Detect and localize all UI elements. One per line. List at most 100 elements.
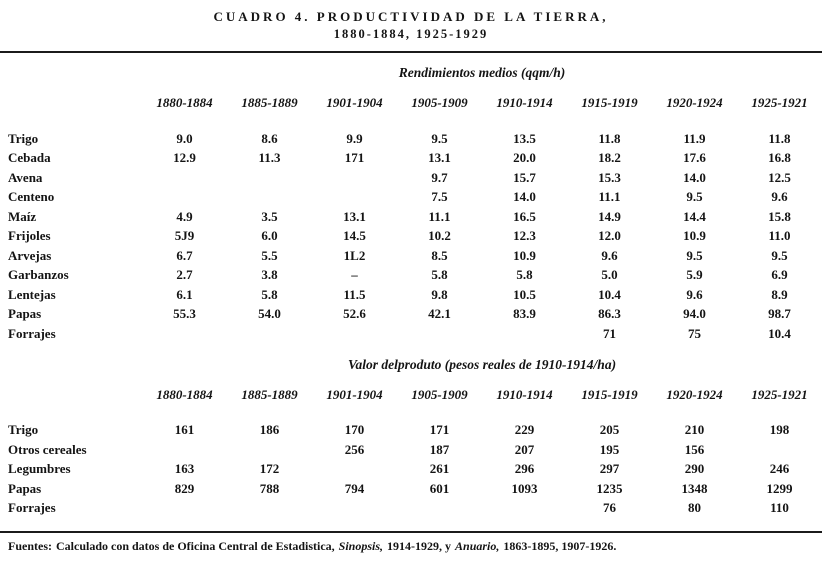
cell: 6.7: [176, 247, 193, 263]
cell: 20.0: [513, 150, 536, 166]
cell: [227, 499, 312, 519]
cell: 11.1: [598, 189, 621, 205]
cell: 156: [684, 441, 705, 457]
cell: 18.2: [598, 150, 621, 166]
table-title-line2: 1880-1884, 1925-1929: [333, 27, 489, 41]
column-header: 1885-1889: [241, 386, 298, 402]
cell: 15.8: [768, 208, 791, 224]
column-header: 1901-1904: [326, 95, 383, 110]
cell: 601: [429, 480, 450, 496]
horizontal-rule-top: [0, 51, 822, 53]
cell: 17.6: [683, 150, 706, 166]
cell: 195: [599, 441, 620, 457]
cell: [312, 460, 397, 480]
cell: 163: [174, 461, 195, 477]
sources-text-2: 1914-1929, y: [387, 539, 452, 553]
sources-note: Fuentes: Calculado con datos de Oficina C…: [0, 531, 822, 554]
column-header: 1905-1909: [411, 386, 468, 402]
row-label: Otros cereales: [8, 441, 87, 457]
row-label: Cebada: [8, 150, 51, 166]
cell: [482, 499, 567, 519]
row-label: Arvejas: [8, 247, 52, 263]
cell: 12.0: [598, 228, 621, 244]
cell: 9.8: [431, 286, 448, 302]
table-row: Papas 829 788 794 601 1093 1235 1348 1299: [0, 479, 822, 499]
cell: 205: [599, 422, 620, 438]
cell: 3.5: [261, 208, 278, 224]
cell: 5.8: [261, 286, 278, 302]
cell: 9.6: [686, 286, 703, 302]
row-label: Papas: [8, 306, 42, 322]
cell: 42.1: [428, 306, 451, 322]
column-header: 1925-1921: [751, 95, 808, 110]
cell: 86.3: [598, 306, 621, 322]
cell: 54.0: [258, 306, 281, 322]
cell: –: [351, 267, 358, 283]
cell: 14.0: [683, 169, 706, 185]
cell: 5.0: [601, 267, 618, 283]
cell: 1093: [511, 480, 538, 496]
cell: 3.8: [261, 267, 278, 283]
cell: 794: [344, 480, 365, 496]
row-label: Papas: [8, 480, 42, 496]
cell: 171: [344, 150, 365, 166]
cell: 161: [174, 422, 195, 438]
cell: [142, 499, 227, 519]
row-label-header: [0, 373, 142, 421]
table-row: Trigo 9.0 8.6 9.9 9.5 13.5 11.8 11.9 11.8: [0, 129, 822, 149]
cell: 207: [514, 441, 535, 457]
column-header: 1920-1924: [666, 386, 723, 402]
cell: 16.5: [513, 208, 536, 224]
cell: 829: [174, 480, 195, 496]
row-label: Trigo: [8, 130, 39, 146]
cell: [397, 324, 482, 344]
cell: 13.1: [343, 208, 366, 224]
cell: 290: [684, 461, 705, 477]
cell: 11.8: [598, 130, 621, 146]
cell: [312, 188, 397, 208]
cell: 15.3: [598, 169, 621, 185]
cell: 1L2: [343, 247, 366, 263]
table-row: Centeno 7.5 14.0 11.1 9.5 9.6: [0, 188, 822, 208]
cell: 52.6: [343, 306, 366, 322]
cell: 7.5: [431, 189, 448, 205]
cell: 9.5: [686, 189, 703, 205]
row-label: Forrajes: [8, 325, 56, 341]
cell: 6.9: [771, 267, 788, 283]
cell: [142, 188, 227, 208]
row-label: Legumbres: [8, 461, 71, 477]
cell: 296: [514, 461, 535, 477]
cell: 12.3: [513, 228, 536, 244]
cell: 14.0: [513, 189, 536, 205]
cell: 5.8: [431, 267, 448, 283]
cell: [312, 168, 397, 188]
cell: 198: [769, 422, 790, 438]
cell: 5.8: [516, 267, 533, 283]
cell: 76: [603, 500, 616, 516]
cell: 8.9: [771, 286, 788, 302]
row-label: Garbanzos: [8, 267, 69, 283]
cell: [737, 440, 822, 460]
table-row: Cebada 12.9 11.3 171 13.1 20.0 18.2 17.6 16.8: [0, 149, 822, 169]
cell: 9.6: [601, 247, 618, 263]
table-row: Frijoles 5J9 6.0 14.5 10.2 12.3 12.0 10.9 11.0: [0, 227, 822, 247]
table-title-line1: CUADRO 4. PRODUCTIVIDAD DE LA TIERRA,: [213, 9, 609, 24]
row-label: Forrajes: [8, 500, 56, 516]
cell: 2.7: [176, 267, 193, 283]
row-label: Trigo: [8, 422, 39, 438]
cell: [142, 168, 227, 188]
table-row: Garbanzos 2.7 3.8 – 5.8 5.8 5.0 5.9 6.9: [0, 266, 822, 286]
column-header: 1880-1884: [156, 95, 213, 110]
cell: 246: [769, 461, 790, 477]
table-row: Legumbres 163 172 261 296 297 290 246: [0, 460, 822, 480]
sources-prefix: Fuentes:: [8, 539, 52, 553]
column-header: 1910-1914: [496, 95, 553, 110]
table-row: Avena 9.7 15.7 15.3 14.0 12.5: [0, 168, 822, 188]
column-header: 1905-1909: [411, 95, 468, 110]
cell: 172: [259, 461, 280, 477]
cell: 98.7: [768, 306, 791, 322]
cell: 8.6: [261, 130, 278, 146]
cell: 297: [599, 461, 620, 477]
cell: 9.0: [176, 130, 193, 146]
cell: 1299: [766, 480, 793, 496]
